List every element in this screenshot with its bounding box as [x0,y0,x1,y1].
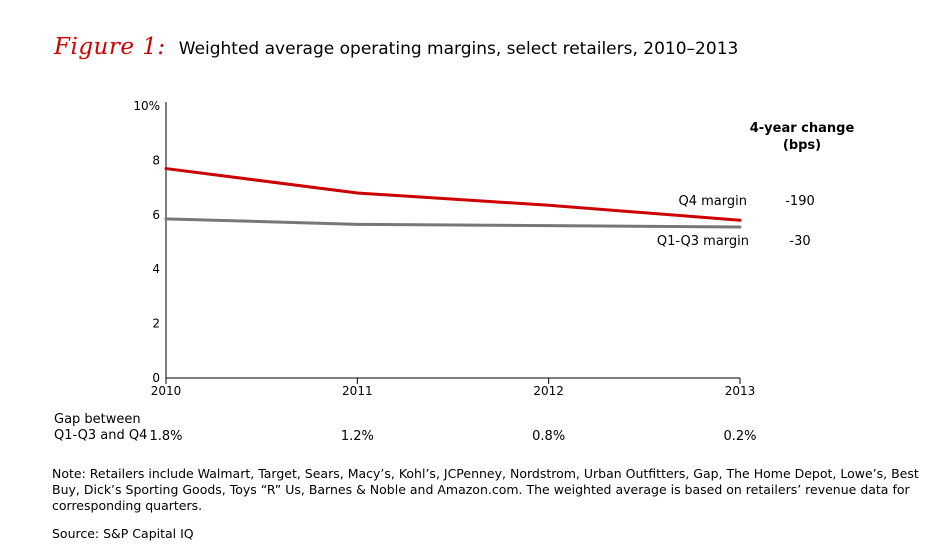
figure-label: Figure 1: [54,34,166,60]
series-label-q4: Q4 margin [679,194,748,209]
chart-source: Source: S&P Capital IQ [52,526,194,541]
gap-label-line2: Q1-Q3 and Q4 [54,428,148,443]
series-line-q1-q3-margin [164,217,742,229]
change-value-q4: -190 [785,194,815,209]
series-line-q4-margin [164,167,742,222]
series-lines [164,167,742,229]
change-value-q1q3: -30 [789,234,810,249]
gap-label-line1: Gap between [54,412,141,427]
x-tick-label: 2011 [342,384,373,398]
series-label-q1q3: Q1-Q3 margin [657,234,749,249]
gap-value: 0.2% [723,429,757,444]
chart-note: Note: Retailers include Walmart, Target,… [52,466,919,513]
y-tick-label: 2 [152,317,160,331]
chart-title: Weighted average operating margins, sele… [178,39,739,59]
change-header-line1: 4-year change [750,121,855,136]
y-tick-label: 6 [152,208,160,222]
change-header-line2: (bps) [783,138,821,153]
y-tick-label: 10% [133,99,160,113]
y-tick-label: 8 [152,153,160,167]
x-tick-label: 2010 [151,384,182,398]
figure-title: Figure 1: Weighted average operating mar… [54,34,738,60]
gap-label: Gap between Q1-Q3 and Q4 [54,412,147,444]
chart-axes: 0 2 4 6 8 10% 2010 2011 2012 2013 [133,99,755,398]
chart-labels: 4-year change (bps) Q4 margin Q1-Q3 marg… [657,121,855,249]
gap-value: 1.2% [340,429,374,444]
y-tick-label: 4 [152,262,160,276]
gap-value: 0.8% [532,429,566,444]
x-tick-label: 2013 [725,384,756,398]
y-tick-label: 0 [152,371,160,385]
gap-value: 1.8% [149,429,183,444]
x-tick-label: 2012 [533,384,564,398]
